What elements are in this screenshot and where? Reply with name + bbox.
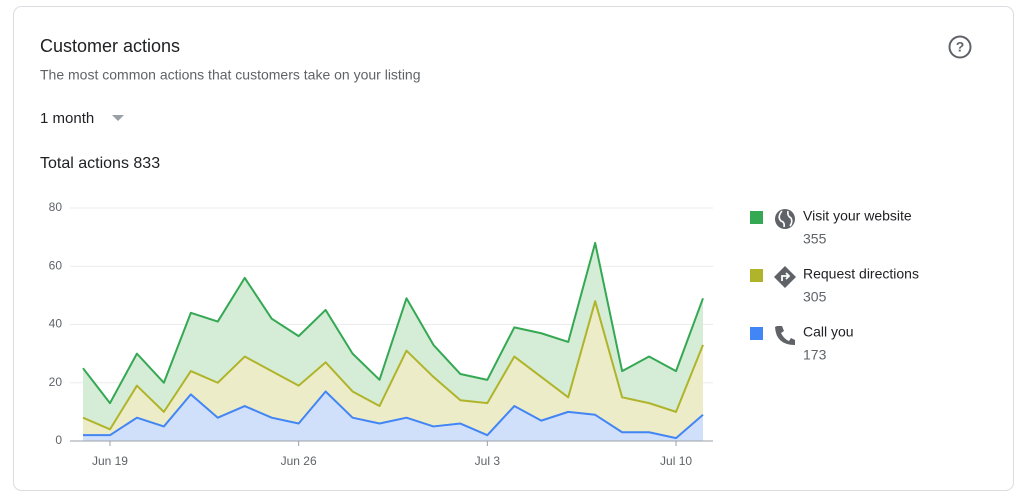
legend-swatch — [750, 269, 763, 282]
card-title: Customer actions — [40, 36, 180, 56]
total-text: Total actions — [40, 155, 129, 172]
help-icon[interactable]: ? — [956, 39, 965, 55]
total-label: Total actions 833 — [40, 155, 160, 172]
dropdown-arrow[interactable] — [112, 115, 124, 121]
period-dropdown[interactable]: 1 month — [40, 110, 124, 127]
legend-swatch — [750, 211, 763, 224]
legend-total: 305 — [803, 289, 827, 305]
legend-label: Call you — [803, 324, 854, 340]
x-tick-label: Jun 26 — [281, 454, 317, 468]
x-tick-label: Jul 10 — [660, 454, 692, 468]
y-tick-label: 60 — [49, 258, 63, 272]
legend-total: 173 — [803, 347, 827, 363]
legend-total: 355 — [803, 231, 827, 247]
line — [82, 241, 704, 405]
y-tick-label: 0 — [55, 433, 62, 447]
area — [83, 391, 703, 441]
y-tick-label: 40 — [49, 317, 63, 331]
help-button[interactable]: ? — [948, 35, 972, 59]
legend-label: Request directions — [803, 266, 919, 282]
legend-swatch — [750, 327, 763, 340]
icon-phone — [775, 326, 795, 345]
line — [82, 300, 704, 431]
y-tick-label: 20 — [49, 375, 63, 389]
icon-directions — [774, 266, 796, 288]
period-label[interactable]: 1 month — [40, 110, 94, 127]
y-tick-label: 80 — [49, 200, 63, 214]
legend-label: Visit your website — [803, 208, 912, 224]
total-value: 833 — [133, 155, 160, 172]
x-tick-label: Jun 19 — [92, 454, 128, 468]
help-circle[interactable] — [948, 35, 972, 59]
card-subtitle: The most common actions that customers t… — [40, 67, 421, 83]
line — [83, 390, 704, 440]
x-tick-label: Jul 3 — [475, 454, 501, 468]
icon-globe — [775, 209, 795, 229]
area — [83, 301, 703, 439]
